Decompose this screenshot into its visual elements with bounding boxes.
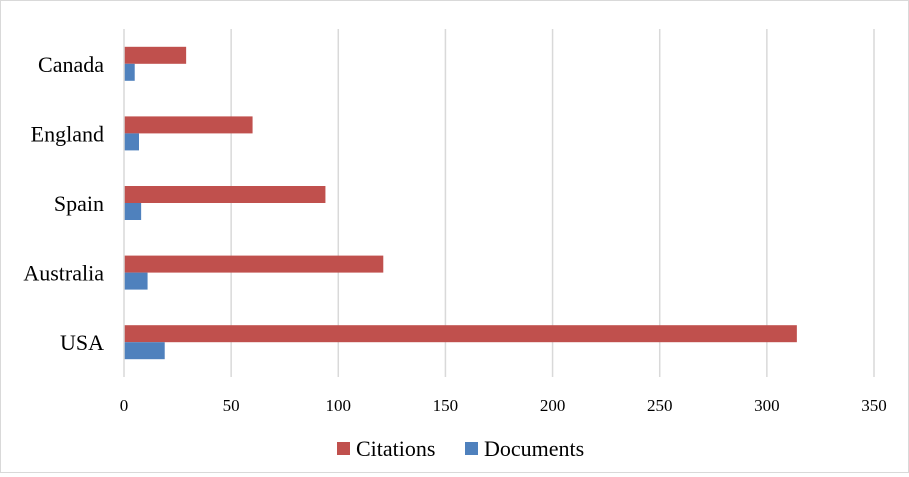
legend-swatch-documents bbox=[465, 442, 478, 455]
category-label: Canada bbox=[38, 52, 104, 77]
bar-documents-england bbox=[124, 133, 139, 151]
category-label: USA bbox=[60, 330, 104, 355]
x-tick-label: 300 bbox=[754, 396, 780, 415]
x-tick-label: 150 bbox=[433, 396, 459, 415]
category-labels: Canada England Spain Australia USA bbox=[23, 52, 104, 355]
category-label: Spain bbox=[54, 191, 104, 216]
x-tick-label: 100 bbox=[326, 396, 352, 415]
x-tick-label: 200 bbox=[540, 396, 566, 415]
x-tick-label: 250 bbox=[647, 396, 673, 415]
x-tick-label: 350 bbox=[861, 396, 887, 415]
gridlines bbox=[230, 29, 875, 377]
bar-documents-usa bbox=[124, 342, 165, 360]
x-tick-label: 50 bbox=[223, 396, 240, 415]
category-label: England bbox=[31, 121, 104, 146]
bars bbox=[124, 46, 797, 360]
legend-swatch-citations bbox=[337, 442, 350, 455]
bar-documents-spain bbox=[124, 203, 142, 220]
legend-label-citations: Citations bbox=[356, 436, 435, 461]
legend: Citations Documents bbox=[337, 436, 584, 461]
bar-citations-england bbox=[124, 116, 253, 134]
bar-citations-canada bbox=[124, 46, 187, 64]
x-tick-labels: 0 50 100 150 200 250 300 350 bbox=[120, 396, 887, 415]
category-label: Australia bbox=[23, 261, 104, 286]
bar-citations-australia bbox=[124, 255, 384, 273]
bar-documents-australia bbox=[124, 272, 148, 290]
bar-citations-spain bbox=[124, 186, 326, 203]
legend-label-documents: Documents bbox=[484, 436, 584, 461]
bar-citations-usa bbox=[124, 325, 797, 343]
bar-documents-canada bbox=[124, 63, 135, 81]
x-tick-label: 0 bbox=[120, 396, 129, 415]
